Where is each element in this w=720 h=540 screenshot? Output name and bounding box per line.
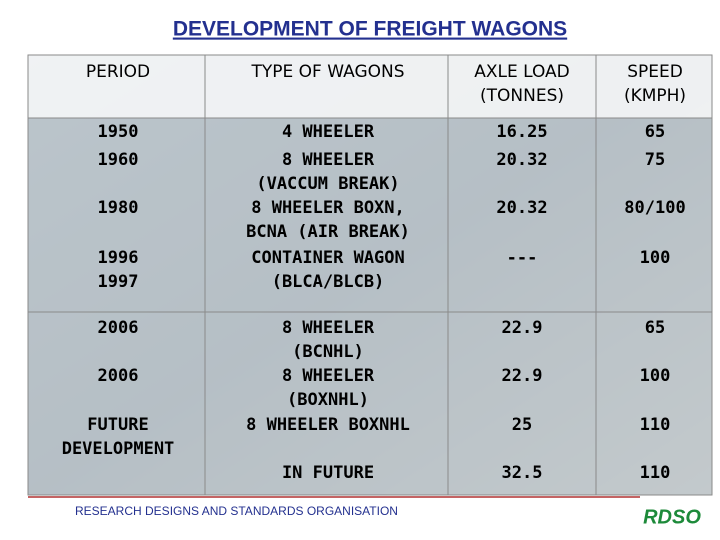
cell-text: 2006 [98, 318, 139, 338]
cell-text: FUTURE [87, 415, 148, 435]
cell-text: 20.32 [496, 150, 547, 170]
cell-text: 1950 [98, 122, 139, 142]
cell-text: 80/100 [624, 198, 685, 218]
cell-text: 65 [645, 318, 665, 338]
cell-text: --- [507, 248, 538, 268]
cell-text: 32.5 [502, 463, 543, 483]
cell-text: 1960 [98, 150, 139, 170]
cell-text: BCNA (AIR BREAK) [246, 222, 410, 242]
cell-text: 1980 [98, 198, 139, 218]
cell-text: 22.9 [502, 318, 543, 338]
cell-text: CONTAINER WAGON [251, 248, 405, 268]
cell-text: 65 [645, 122, 665, 142]
cell-text: 8 WHEELER BOXNHL [246, 415, 410, 435]
cell-text: 8 WHEELER BOXN, [251, 198, 405, 218]
table-borders [27, 54, 713, 496]
column-header: PERIOD [86, 62, 150, 82]
cell-text: 25 [512, 415, 532, 435]
cell-text: 75 [645, 150, 665, 170]
column-header: (KMPH) [624, 86, 686, 106]
cell-text: (BOXNHL) [287, 390, 369, 410]
organisation: RESEARCH DESIGNS AND STANDARDS ORGANISAT… [75, 504, 398, 518]
cell-text: 20.32 [496, 198, 547, 218]
cell-text: 100 [640, 248, 671, 268]
cell-text: 1997 [98, 272, 139, 292]
cell-text: 8 WHEELER [282, 318, 375, 338]
cell-text: 8 WHEELER [282, 366, 375, 386]
cell-text: (VACCUM BREAK) [256, 174, 399, 194]
column-header: TYPE OF WAGONS [251, 62, 405, 82]
column-header: (TONNES) [480, 86, 564, 106]
cell-text: 4 WHEELER [282, 122, 375, 142]
cell-text: 100 [640, 366, 671, 386]
cell-text: 1996 [98, 248, 139, 268]
cell-text: 8 WHEELER [282, 150, 375, 170]
cell-text: 110 [640, 415, 671, 435]
cell-text: DEVELOPMENT [62, 439, 175, 459]
column-header: SPEED [627, 62, 683, 82]
body-overlay [28, 118, 712, 495]
cell-text: (BLCA/BLCB) [272, 272, 385, 292]
logo: RDSO [643, 506, 701, 528]
cell-text: 110 [640, 463, 671, 483]
cell-text: IN FUTURE [282, 463, 374, 483]
cell-text: 2006 [98, 366, 139, 386]
cell-text: (BCNHL) [292, 342, 364, 362]
cell-text: 22.9 [502, 366, 543, 386]
header-row [28, 55, 712, 118]
title: DEVELOPMENT OF FREIGHT WAGONS [173, 18, 567, 41]
column-header: AXLE LOAD [474, 62, 570, 82]
cell-text: 16.25 [496, 122, 547, 142]
